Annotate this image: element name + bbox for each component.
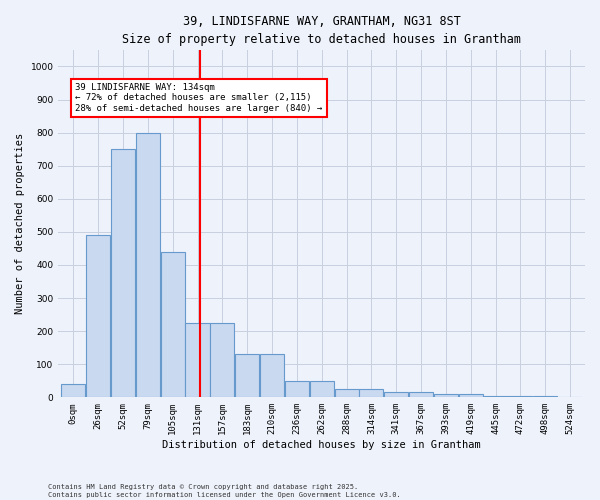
Bar xyxy=(260,354,284,398)
Bar xyxy=(111,149,135,398)
Bar xyxy=(161,252,185,398)
Bar xyxy=(211,323,235,398)
Bar xyxy=(136,132,160,398)
Bar xyxy=(508,396,532,398)
Bar xyxy=(458,394,483,398)
Bar xyxy=(310,381,334,398)
Bar xyxy=(285,381,309,398)
Bar xyxy=(384,392,408,398)
Text: 39 LINDISFARNE WAY: 134sqm
← 72% of detached houses are smaller (2,115)
28% of s: 39 LINDISFARNE WAY: 134sqm ← 72% of deta… xyxy=(76,83,323,113)
Bar xyxy=(409,392,433,398)
X-axis label: Distribution of detached houses by size in Grantham: Distribution of detached houses by size … xyxy=(163,440,481,450)
Bar xyxy=(533,396,557,398)
Bar xyxy=(86,235,110,398)
Text: Contains HM Land Registry data © Crown copyright and database right 2025.
Contai: Contains HM Land Registry data © Crown c… xyxy=(48,484,401,498)
Y-axis label: Number of detached properties: Number of detached properties xyxy=(15,133,25,314)
Bar xyxy=(434,394,458,398)
Bar xyxy=(335,389,359,398)
Bar xyxy=(185,323,209,398)
Bar xyxy=(359,389,383,398)
Title: 39, LINDISFARNE WAY, GRANTHAM, NG31 8ST
Size of property relative to detached ho: 39, LINDISFARNE WAY, GRANTHAM, NG31 8ST … xyxy=(122,15,521,46)
Bar xyxy=(235,354,259,398)
Bar xyxy=(484,396,508,398)
Bar xyxy=(61,384,85,398)
